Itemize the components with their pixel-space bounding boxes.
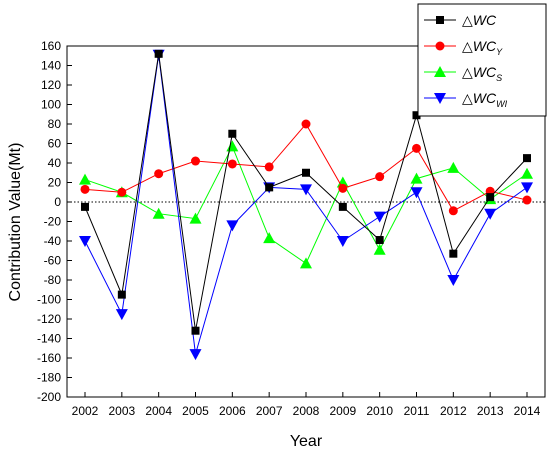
data-point xyxy=(521,182,533,194)
y-tick-label: -100 xyxy=(37,293,61,307)
data-point xyxy=(80,184,90,194)
y-tick-label: 100 xyxy=(41,98,61,112)
data-point xyxy=(300,257,312,269)
y-tick-label: -20 xyxy=(44,215,62,229)
data-point xyxy=(263,232,276,244)
legend-marker xyxy=(434,66,446,77)
y-tick-label: 140 xyxy=(41,59,61,73)
series-layer xyxy=(79,49,533,361)
data-point xyxy=(302,168,310,177)
data-point xyxy=(79,236,91,247)
y-tick-label: -120 xyxy=(37,312,61,326)
x-tick-label: 2013 xyxy=(477,404,504,418)
data-point xyxy=(373,211,386,223)
series-wc xyxy=(81,49,531,335)
y-tick-label: -200 xyxy=(37,390,61,404)
legend: △WC △WCY △WCS △WCWI xyxy=(417,3,547,117)
legend-label: △WCWI xyxy=(462,90,508,109)
data-point xyxy=(486,193,495,202)
data-point xyxy=(228,129,237,138)
y-axis-title: Contribution Value(Mt) xyxy=(7,143,24,302)
y-tick-label: -160 xyxy=(37,351,61,365)
data-point xyxy=(412,111,421,120)
x-tick-label: 2009 xyxy=(329,404,356,418)
legend-label: △WCS xyxy=(462,64,502,83)
data-point xyxy=(191,326,200,335)
data-point xyxy=(338,202,347,211)
data-point xyxy=(521,167,533,179)
data-point xyxy=(410,172,423,184)
x-tick-label: 2010 xyxy=(366,404,393,418)
data-point xyxy=(152,207,165,219)
data-point xyxy=(300,184,312,196)
x-tick-label: 2011 xyxy=(404,404,430,418)
data-point xyxy=(375,236,384,245)
data-point xyxy=(226,220,239,232)
legend-label: △WC xyxy=(462,12,497,28)
data-point xyxy=(154,49,163,58)
data-point xyxy=(373,243,386,255)
data-point xyxy=(154,169,164,179)
y-tick-label: 40 xyxy=(48,156,62,170)
legend-entry: △WCS xyxy=(424,64,502,83)
data-point xyxy=(115,309,128,321)
data-point xyxy=(189,349,202,361)
data-point xyxy=(523,154,531,163)
y-tick-label: 80 xyxy=(48,117,62,131)
y-tick-label: 0 xyxy=(54,195,61,209)
data-point xyxy=(265,183,274,192)
legend-entry: △WC xyxy=(424,12,497,28)
data-point xyxy=(338,183,348,193)
legend-entry: △WCWI xyxy=(424,90,508,109)
y-tick-label: -180 xyxy=(37,371,61,385)
y-tick-label: -80 xyxy=(44,273,62,287)
legend-entry: △WCY xyxy=(424,38,503,57)
y-tick-label: -40 xyxy=(44,234,62,248)
data-point xyxy=(375,172,385,182)
x-tick-label: 2014 xyxy=(514,404,541,418)
series-wc-s xyxy=(79,140,533,269)
x-axis-title: Year xyxy=(290,433,323,450)
x-tick-label: 2012 xyxy=(440,404,467,418)
data-point xyxy=(412,143,421,153)
legend-marker xyxy=(434,93,446,104)
x-tick-label: 2005 xyxy=(182,404,209,418)
data-point xyxy=(336,236,349,247)
data-point xyxy=(191,156,200,166)
data-point xyxy=(264,162,274,172)
data-point xyxy=(301,119,311,129)
data-point xyxy=(81,202,89,211)
x-tick-label: 2006 xyxy=(219,404,246,418)
data-point xyxy=(447,275,460,286)
y-tick-label: -140 xyxy=(37,332,61,346)
data-point xyxy=(448,206,458,216)
legend-label: △WCY xyxy=(462,38,503,57)
data-point xyxy=(522,195,532,205)
y-tick-label: 60 xyxy=(48,137,62,151)
data-point xyxy=(79,173,91,185)
data-point xyxy=(449,249,458,258)
x-tick-label: 2007 xyxy=(256,404,283,418)
data-point xyxy=(484,208,497,220)
y-tick-label: 160 xyxy=(41,39,61,53)
x-axis-ticks: 2002 2003 2004 2005 2006 2007 2008 2009 2010 2011… xyxy=(72,392,541,418)
y-tick-label: 20 xyxy=(48,176,62,190)
data-point xyxy=(227,159,237,169)
y-axis-ticks: 160 140 120 100 80 60 40 20 0 -20 -40 -60 -80 -100 -12… xyxy=(37,39,72,404)
data-point xyxy=(336,176,349,188)
data-point xyxy=(117,187,127,197)
data-point xyxy=(117,290,126,299)
x-tick-label: 2004 xyxy=(145,404,172,418)
x-tick-label: 2002 xyxy=(72,404,99,418)
y-tick-label: 120 xyxy=(41,78,61,92)
data-point xyxy=(447,161,460,173)
data-point xyxy=(410,187,423,199)
y-tick-label: -60 xyxy=(44,254,62,268)
x-tick-label: 2003 xyxy=(108,404,135,418)
x-tick-label: 2008 xyxy=(293,404,320,418)
data-point xyxy=(189,212,202,224)
legend-marker xyxy=(436,16,444,24)
legend-marker xyxy=(435,41,445,51)
